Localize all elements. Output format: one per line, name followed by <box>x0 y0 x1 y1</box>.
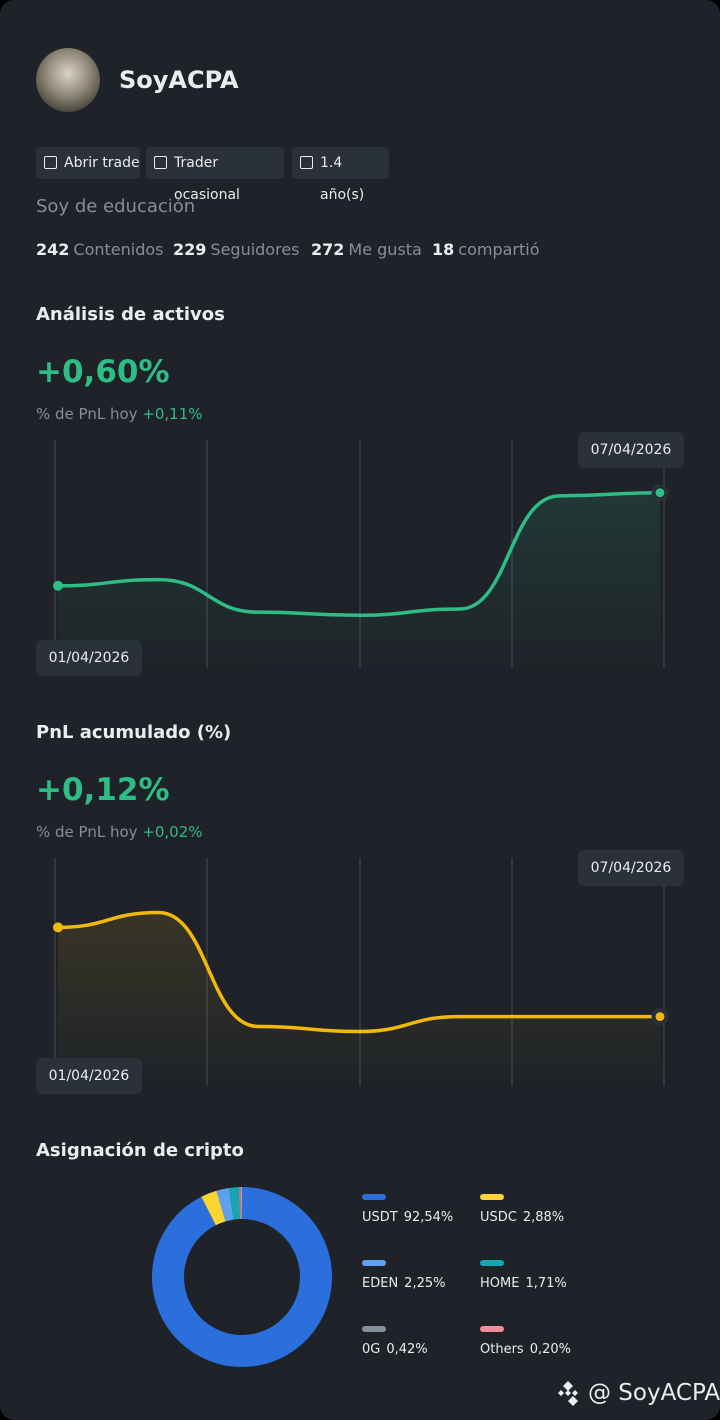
donut-segment <box>240 1187 242 1220</box>
stat-label: Me gusta <box>348 240 422 259</box>
subtitle-value: +0,11% <box>142 405 203 423</box>
donut-segment <box>152 1187 333 1368</box>
stat-value: 242 <box>36 240 70 259</box>
legend-label: USDC <box>480 1210 517 1225</box>
bio: Soy de educación <box>36 196 196 217</box>
legend-label: Others <box>480 1342 524 1357</box>
legend-value: 0,20% <box>530 1342 571 1357</box>
line <box>57 490 661 618</box>
legend-swatch <box>362 1260 386 1266</box>
legend-swatch <box>362 1194 386 1200</box>
subtitle-label: % de PnL hoy <box>36 823 138 841</box>
legend-label: 0G <box>362 1342 380 1357</box>
date-badge: 07/04/2026 <box>578 432 684 468</box>
date-badge: 01/04/2026 <box>36 640 142 676</box>
date-badge: 07/04/2026 <box>578 850 684 886</box>
subtitle: % de PnL hoy +0,11% <box>36 405 203 423</box>
section-title: Asignación de cripto <box>36 1140 244 1161</box>
legend-swatch <box>480 1194 504 1200</box>
subtitle-value: +0,02% <box>142 823 203 841</box>
logo <box>558 1381 578 1406</box>
legend-value: 2,25% <box>404 1276 445 1291</box>
start-point <box>53 922 63 933</box>
tag[interactable]: Trader ocasional <box>146 147 284 203</box>
legend-value: 1,71% <box>525 1276 566 1291</box>
legend-value: 92,54% <box>404 1210 454 1225</box>
legend-swatch <box>480 1326 504 1332</box>
watermark: @ SoyACPA <box>588 1380 720 1406</box>
legend-value: 0,42% <box>386 1342 427 1357</box>
donut-segment <box>201 1190 226 1226</box>
stat-value: 18 <box>432 240 455 259</box>
subtitle: % de PnL hoy +0,02% <box>36 823 203 841</box>
stat-value: 272 <box>311 240 345 259</box>
donut-segment <box>238 1187 242 1220</box>
tag-label: 1.4 año(s) <box>320 155 365 203</box>
section-title: PnL acumulado (%) <box>36 722 232 743</box>
stat[interactable]: 229 Seguidores <box>173 240 300 259</box>
headline-value: +0,12% <box>36 772 170 808</box>
donut-segment <box>228 1187 240 1220</box>
line <box>57 910 660 1034</box>
end-point-dot <box>655 488 665 498</box>
subtitle-label: % de PnL hoy <box>36 405 138 423</box>
stat[interactable]: 242 Contenidos <box>36 240 164 259</box>
section-title: Análisis de activos <box>36 304 225 325</box>
line-area <box>58 912 660 1086</box>
tag-label: Abrir trade <box>64 155 140 171</box>
username: SoyACPA <box>119 66 239 94</box>
tag[interactable]: 1.4 año(s) <box>292 147 389 203</box>
legend-label: HOME <box>480 1276 519 1291</box>
legend-swatch <box>362 1326 386 1332</box>
line-area <box>58 492 660 668</box>
start-point <box>53 580 63 591</box>
donut-segment <box>216 1187 234 1222</box>
legend-swatch <box>480 1260 504 1266</box>
legend-label: EDEN <box>362 1276 398 1291</box>
end-point-dot <box>655 1012 665 1022</box>
legend-label: USDT <box>362 1210 398 1225</box>
stat-label: compartió <box>458 240 540 259</box>
date-badge: 01/04/2026 <box>36 1058 142 1094</box>
headline-value: +0,60% <box>36 354 170 390</box>
tag-label: Trader ocasional <box>174 155 240 203</box>
stat-label: Contenidos <box>73 240 164 259</box>
stat[interactable]: 272 Me gusta <box>311 240 422 259</box>
stat[interactable]: 18 compartió <box>432 240 539 259</box>
avatar[interactable] <box>36 48 100 112</box>
tag[interactable]: Abrir trade <box>36 147 140 179</box>
stat-value: 229 <box>173 240 207 259</box>
stat-label: Seguidores <box>210 240 300 259</box>
legend-value: 2,88% <box>523 1210 564 1225</box>
